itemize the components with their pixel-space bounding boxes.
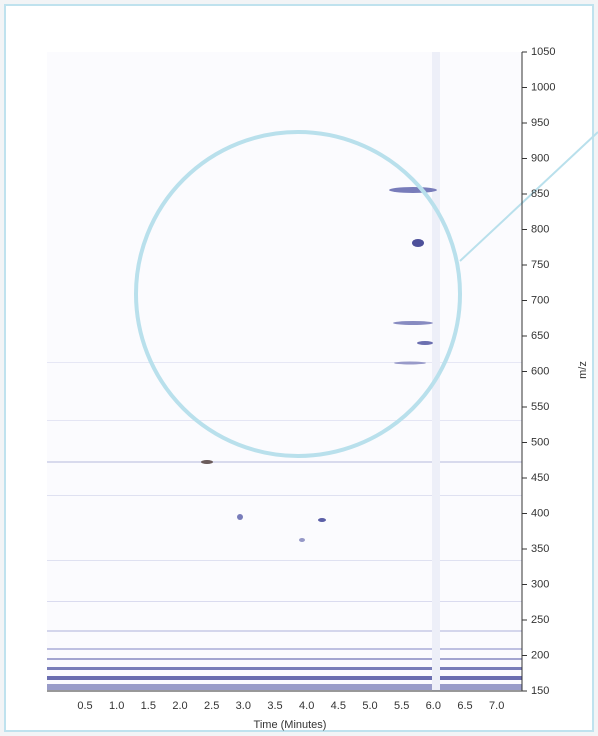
x-tick-label: 6.0 <box>426 700 441 712</box>
y-tick-label: 200 <box>531 649 549 661</box>
y-tick-label: 150 <box>531 685 549 697</box>
spot <box>318 518 326 522</box>
x-tick-label: 2.5 <box>204 700 219 712</box>
y-tick-label: 600 <box>531 365 549 377</box>
spot <box>393 321 433 325</box>
band <box>47 362 522 363</box>
y-tick-label: 450 <box>531 472 549 484</box>
band <box>47 461 522 463</box>
y-tick-label: 250 <box>531 614 549 626</box>
y-tick-label: 1000 <box>531 81 555 93</box>
band <box>432 52 440 691</box>
band <box>47 495 522 496</box>
x-tick-label: 3.0 <box>236 700 251 712</box>
heatmap-bg <box>47 52 522 691</box>
x-tick-label: 4.5 <box>331 700 346 712</box>
x-tick-label: 2.0 <box>172 700 187 712</box>
x-tick-label: 1.0 <box>109 700 124 712</box>
x-tick-label: 0.5 <box>77 700 92 712</box>
spot <box>417 341 433 345</box>
band <box>47 667 522 670</box>
x-tick-label: 6.5 <box>457 700 472 712</box>
band <box>47 560 522 561</box>
x-tick-label: 3.5 <box>267 700 282 712</box>
y-axis-label: m/z <box>577 361 589 379</box>
y-tick-label: 700 <box>531 294 549 306</box>
band <box>47 676 522 680</box>
y-tick-label: 950 <box>531 117 549 129</box>
zoom-circle <box>134 130 462 458</box>
spot <box>201 460 213 464</box>
x-tick-label: 5.5 <box>394 700 409 712</box>
zoom-line <box>459 131 598 262</box>
band <box>47 684 522 690</box>
y-tick-label: 650 <box>531 330 549 342</box>
heatmap <box>47 52 522 691</box>
band <box>47 658 522 660</box>
x-tick-label: 5.0 <box>362 700 377 712</box>
band <box>47 648 522 650</box>
y-tick-label: 500 <box>531 436 549 448</box>
y-tick-label: 550 <box>531 401 549 413</box>
spot <box>412 239 424 247</box>
x-tick-label: 1.5 <box>141 700 156 712</box>
x-axis-label: Time (Minutes) <box>254 719 327 731</box>
band <box>47 601 522 602</box>
y-tick-label: 400 <box>531 507 549 519</box>
y-tick-label: 900 <box>531 152 549 164</box>
spot <box>394 361 426 365</box>
band <box>47 630 522 632</box>
y-tick-label: 750 <box>531 259 549 271</box>
band <box>47 420 522 421</box>
x-tick-label: 4.0 <box>299 700 314 712</box>
spot <box>389 187 437 193</box>
y-tick-label: 850 <box>531 188 549 200</box>
y-tick-label: 300 <box>531 578 549 590</box>
y-tick-label: 800 <box>531 223 549 235</box>
y-tick-label: 1050 <box>531 46 555 58</box>
x-tick-label: 7.0 <box>489 700 504 712</box>
spot <box>237 514 243 520</box>
spot <box>299 538 305 542</box>
y-tick-label: 350 <box>531 543 549 555</box>
